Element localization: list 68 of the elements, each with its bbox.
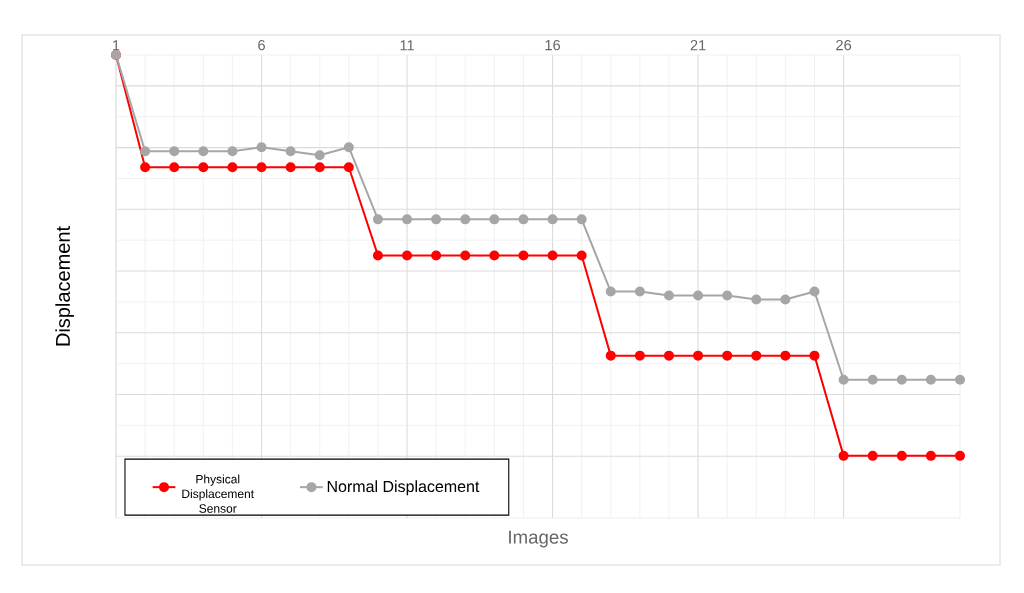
point [809, 286, 820, 297]
point [867, 450, 878, 461]
point [576, 250, 587, 261]
point [285, 146, 296, 157]
point [343, 142, 354, 153]
legend-label: Normal Displacement [327, 480, 480, 496]
point [547, 214, 558, 225]
point [663, 350, 674, 361]
point [198, 146, 209, 157]
point [518, 250, 529, 261]
point [751, 350, 762, 361]
point [140, 162, 151, 173]
point [751, 294, 762, 305]
point [693, 290, 704, 301]
point [838, 374, 849, 385]
point [285, 162, 296, 173]
point [460, 214, 471, 225]
point [343, 162, 354, 173]
point [256, 142, 267, 153]
x-tick-label: 21 [690, 40, 706, 51]
point [605, 286, 616, 297]
point [431, 250, 442, 261]
point [634, 350, 645, 361]
point [372, 214, 383, 225]
point [634, 286, 645, 297]
point [314, 162, 325, 173]
x-tick-label: 1 [113, 40, 120, 51]
point [896, 374, 907, 385]
point [489, 250, 500, 261]
point [169, 146, 180, 157]
point [780, 350, 791, 361]
point [896, 450, 907, 461]
point [402, 250, 413, 261]
x-axis-title: Images [509, 530, 568, 548]
point [838, 450, 849, 461]
point [518, 214, 529, 225]
y-axis-title: Displacement [55, 226, 74, 346]
point [169, 162, 180, 173]
point [140, 146, 151, 157]
point [867, 374, 878, 385]
point [663, 290, 674, 301]
point [198, 162, 209, 173]
point [809, 350, 820, 361]
point [256, 162, 267, 173]
point [431, 214, 442, 225]
point [489, 214, 500, 225]
point [547, 250, 558, 261]
point [693, 350, 704, 361]
point [402, 214, 413, 225]
point [576, 214, 587, 225]
x-tick-label: 6 [258, 39, 265, 51]
legend-label: Physical Displacement Sensor [182, 474, 254, 513]
point [722, 350, 733, 361]
point [722, 290, 733, 301]
point [460, 250, 471, 261]
point [955, 374, 966, 385]
point [605, 350, 616, 361]
point [227, 162, 238, 173]
point [314, 150, 325, 161]
point [372, 250, 383, 261]
point [925, 450, 936, 461]
point [227, 146, 238, 157]
x-tick-label: 26 [836, 39, 852, 51]
x-tick-label: 11 [400, 40, 414, 51]
point [955, 450, 966, 461]
x-tick-label: 16 [545, 39, 561, 51]
point [780, 294, 791, 305]
point [925, 374, 936, 385]
